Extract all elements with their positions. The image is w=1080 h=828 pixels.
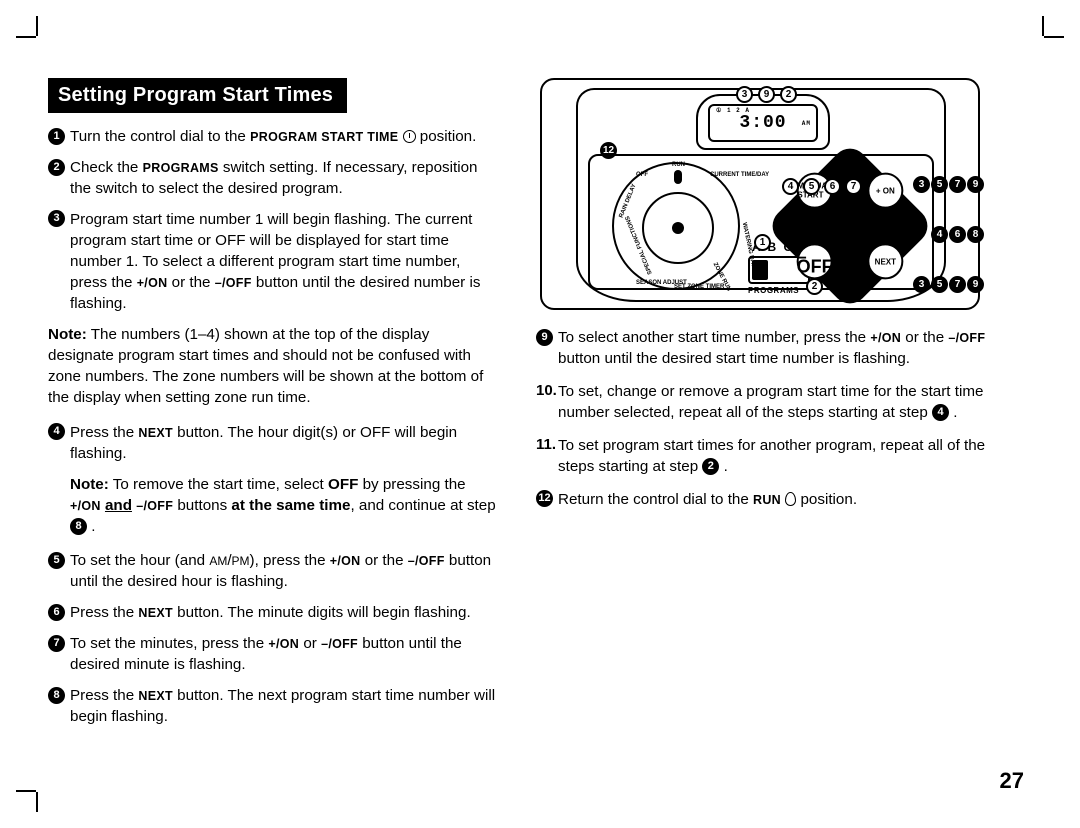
callout-filled: 9 [967,276,984,293]
crop-mark [16,36,36,38]
dial-label-off: OFF [636,172,648,178]
step-bullet: 9 [536,328,558,346]
callout-filled: 9 [967,176,984,193]
callout-filled: 5 [931,176,948,193]
lcd-ampm: AM [802,120,811,127]
step-body: To set, change or remove a program start… [558,382,1016,424]
callout-open: 2 [780,86,797,103]
callout-open: 9 [758,86,775,103]
step-bullet: 1 [48,127,70,145]
crop-mark [1044,36,1064,38]
step-body: To set the minutes, press the +/on or –/… [70,634,496,676]
crop-mark [1042,16,1044,36]
callout-1-open: 1 [754,234,771,251]
callout-filled: 5 [931,276,948,293]
step-bullet: 12 [536,490,558,508]
manual-page: Setting Program Start Times 1Turn the co… [0,0,1080,828]
callout-open: 3 [736,86,753,103]
programs-label: PROGRAMS [748,286,799,295]
step-item: 6Press the next button. The minute digit… [48,603,496,624]
callout-filled: 3 [913,176,930,193]
callout-group: 3579 [913,276,984,293]
step-body: Check the programs switch setting. If ne… [70,158,496,200]
callout-open: 6 [824,178,841,195]
step-bullet: 2 [48,158,70,176]
callout-filled: 6 [949,226,966,243]
crop-mark [36,792,38,812]
dial-label-rain: RAIN DELAY [619,183,638,219]
steps-list: 5To set the hour (and AM/PM), press the … [48,551,496,728]
step-bullet: 11. [536,436,558,454]
step-body: To set program start times for another p… [558,436,1016,478]
step-item: 7To set the minutes, press the +/on or –… [48,634,496,676]
minus-off-button: – OFF [797,243,833,279]
plus-on-button: + ON [867,173,903,209]
callout-filled: 7 [949,176,966,193]
step-item: 11.To set program start times for anothe… [536,436,1016,478]
dial-label-timer: SET ZONE TIMER [674,284,724,290]
callout-filled: 7 [949,276,966,293]
dial-center [672,222,684,234]
step-bullet: 3 [48,210,70,228]
callout-12: 12 [600,142,617,159]
callout-filled: 8 [967,226,984,243]
callout-group: 3579 [913,176,984,193]
callout-filled: 4 [931,226,948,243]
callout-filled: 3 [913,276,930,293]
step-body: Press the next button. The next program … [70,686,496,728]
step-body: To select another start time number, pre… [558,328,1016,370]
switch-knob [752,260,768,280]
device-outline: ① 1 2 A 3:00 AM RUN OFF RAIN DELAY [576,88,946,302]
dial-label-run: RUN [672,162,685,168]
step-item: 12Return the control dial to the run pos… [536,490,1016,511]
steps-list-right: 9To select another start time number, pr… [536,328,1016,511]
controller-figure: ① 1 2 A 3:00 AM RUN OFF RAIN DELAY [540,78,980,310]
steps-list: 4Press the next button. The hour digit(s… [48,423,496,465]
step-body: Turn the control dial to the program sta… [70,127,496,148]
step-body: Return the control dial to the run posit… [558,490,1016,511]
control-dial: RUN OFF RAIN DELAY SPECIAL FUNCTIONS SEA… [612,162,740,290]
left-column: Setting Program Start Times 1Turn the co… [48,78,496,738]
next-button: NEXT [867,243,903,279]
step-item: 4Press the next button. The hour digit(s… [48,423,496,465]
step-bullet: 8 [48,686,70,704]
step-body: Press the next button. The minute digits… [70,603,496,624]
callout-group: 468 [931,226,984,243]
step-item: 5To set the hour (and AM/PM), press the … [48,551,496,593]
crop-mark [36,16,38,36]
page-number: 27 [1000,768,1024,794]
step-item: 8Press the next button. The next program… [48,686,496,728]
sub-note: Note: To remove the start time, select O… [70,475,496,538]
callout-open: 5 [803,178,820,195]
dial-pointer [674,170,682,184]
step-item: 3Program start time number 1 will begin … [48,210,496,315]
step-bullet: 7 [48,634,70,652]
steps-list: 1Turn the control dial to the program st… [48,127,496,315]
step-body: Program start time number 1 will begin f… [70,210,496,315]
step-bullet: 5 [48,551,70,569]
control-panel: RUN OFF RAIN DELAY SPECIAL FUNCTIONS SEA… [588,154,934,290]
step-bullet: 4 [48,423,70,441]
step-bullet: 10. [536,382,558,400]
lcd-top-row: ① 1 2 A [716,107,750,114]
step-body: To set the hour (and AM/PM), press the +… [70,551,496,593]
callout-2-open: 2 [806,278,823,295]
lcd-time: 3:00 [739,113,786,133]
step-body: Press the next button. The hour digit(s)… [70,423,496,465]
right-column: ① 1 2 A 3:00 AM RUN OFF RAIN DELAY [536,78,1016,738]
callout-open: 4 [782,178,799,195]
section-title: Setting Program Start Times [48,78,347,113]
step-bullet: 6 [48,603,70,621]
step-item: 2Check the programs switch setting. If n… [48,158,496,200]
step-item: 1Turn the control dial to the program st… [48,127,496,148]
two-column-layout: Setting Program Start Times 1Turn the co… [48,78,1024,738]
lcd-display: ① 1 2 A 3:00 AM [708,104,818,142]
note-block: Note: The numbers (1–4) shown at the top… [48,325,496,409]
step-item: 9To select another start time number, pr… [536,328,1016,370]
step-item: 10.To set, change or remove a program st… [536,382,1016,424]
dial-label-current: CURRENT TIME/DAY [710,172,769,178]
crop-mark [16,790,36,792]
callout-open: 7 [845,178,862,195]
